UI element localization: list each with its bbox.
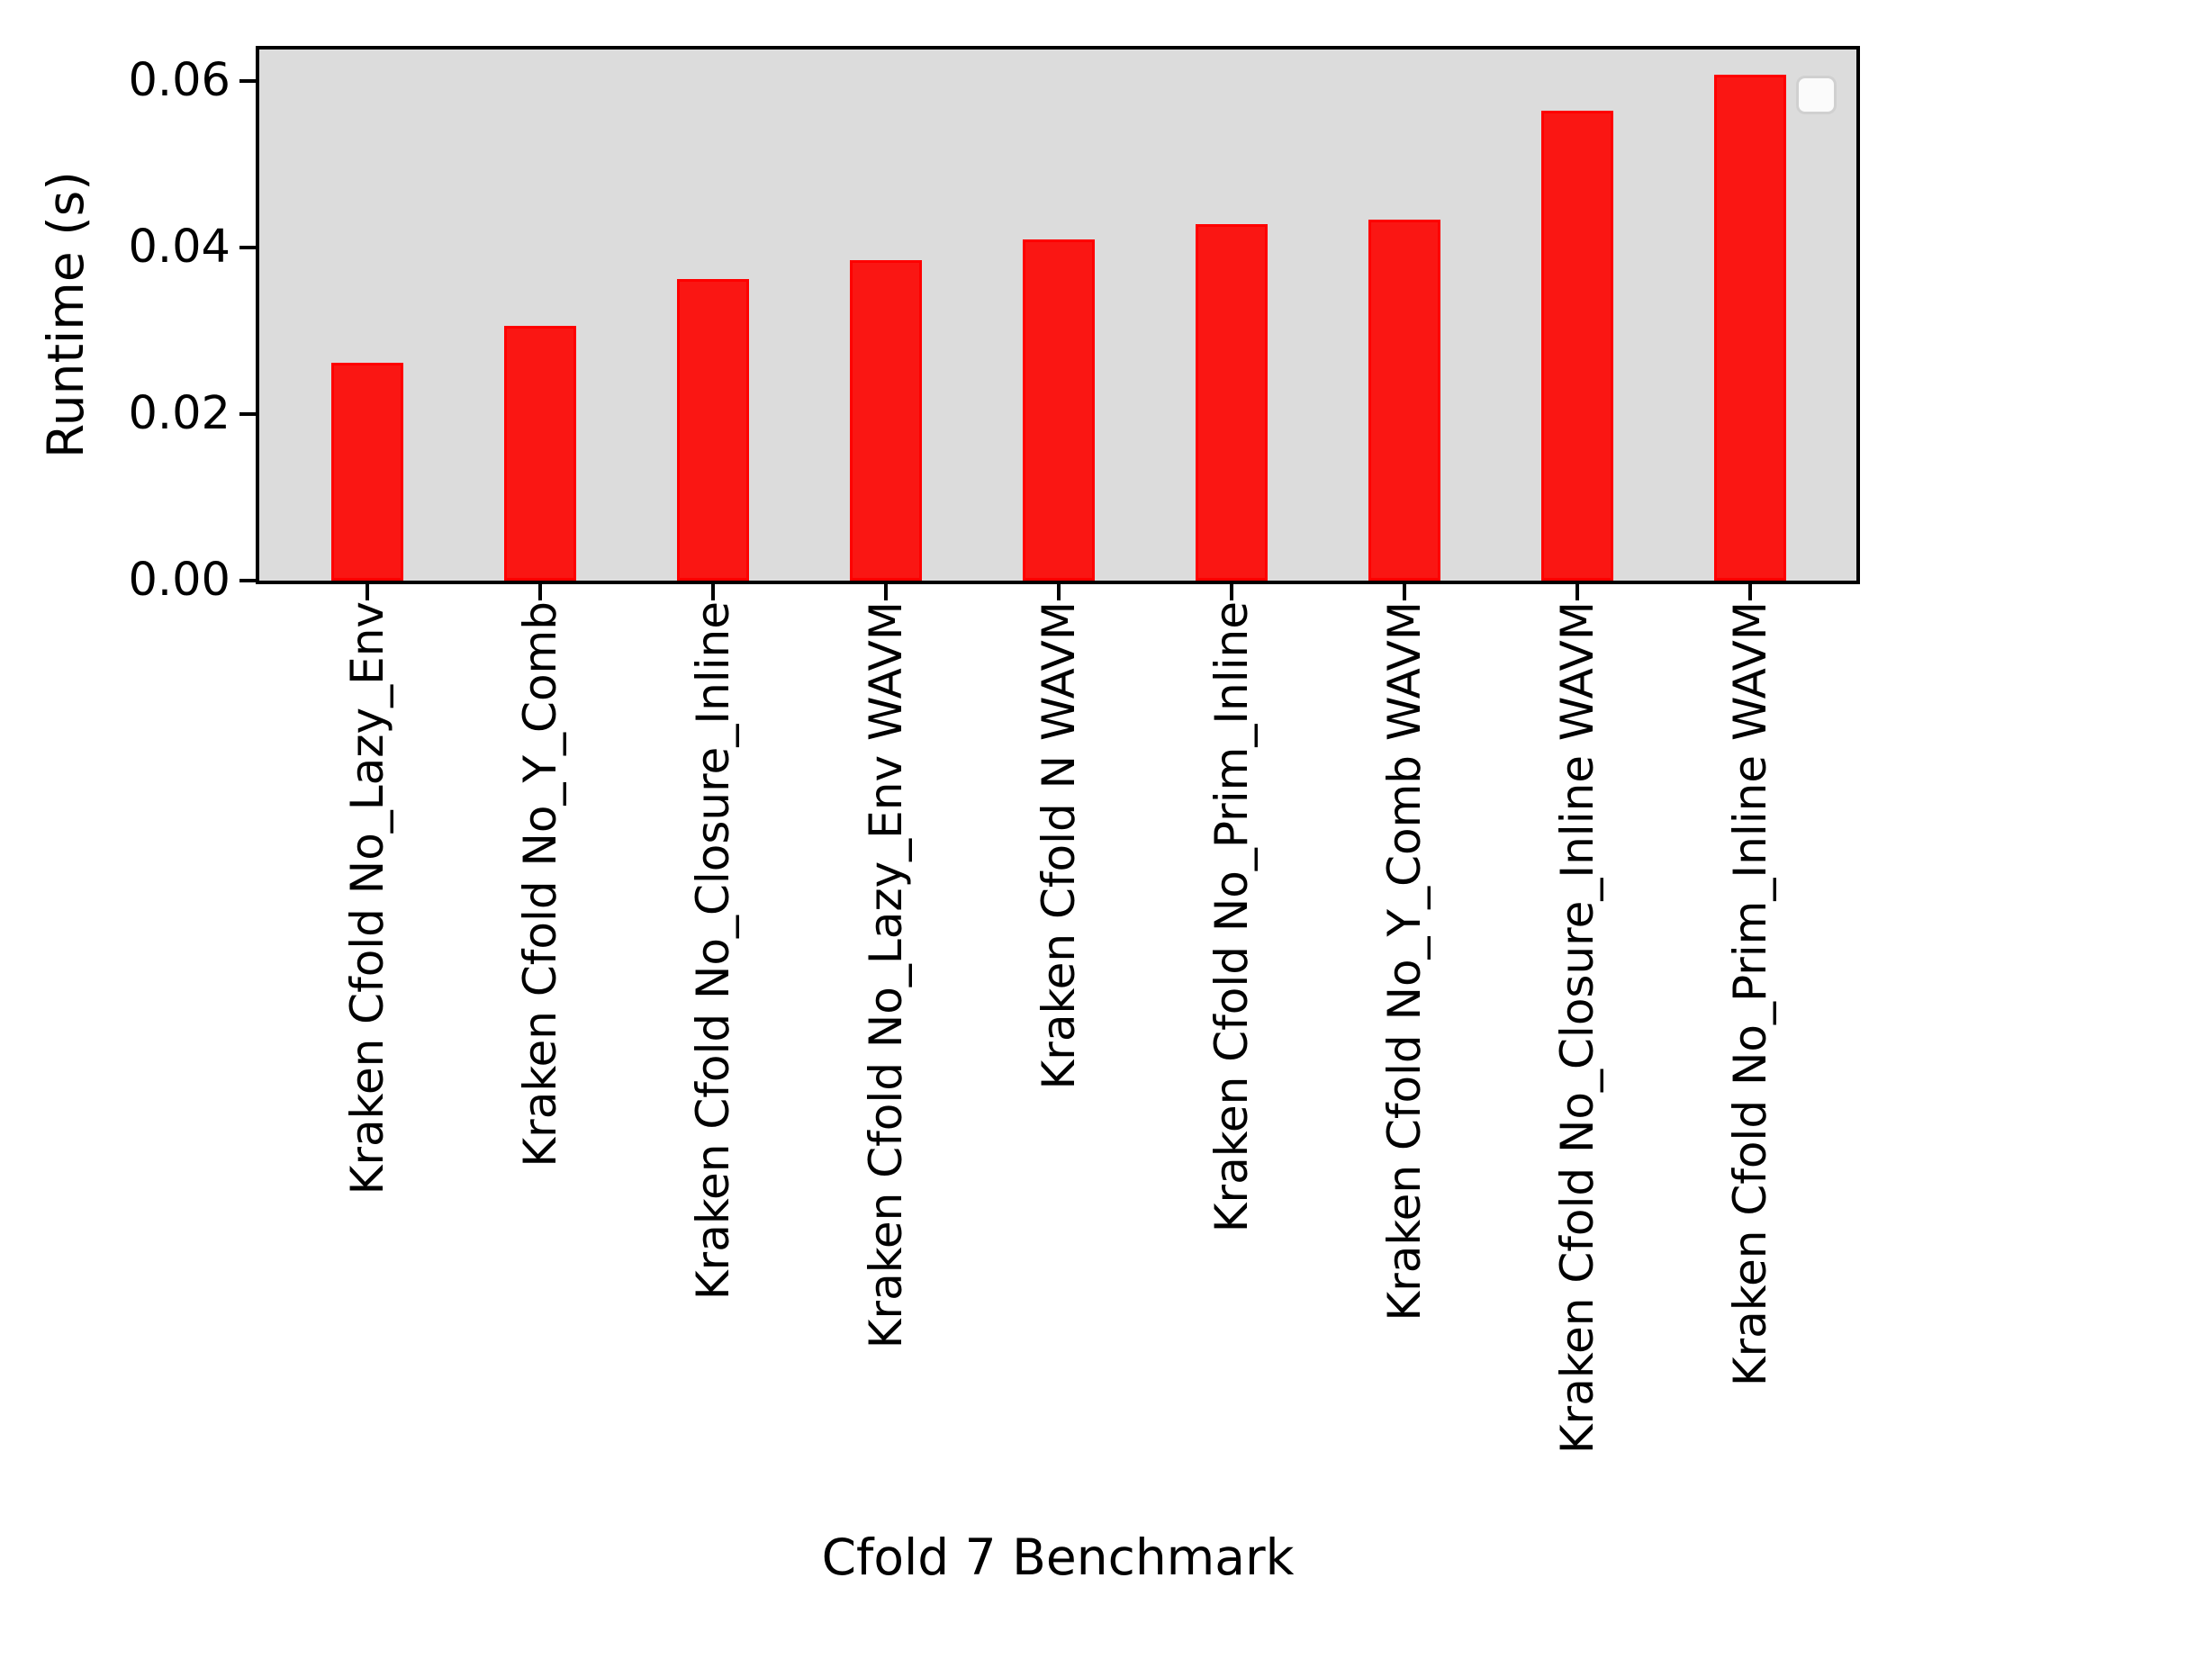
y-tick-label: 0.00 <box>128 554 230 607</box>
x-tick-label: Kraken Cfold No_Prim_Inline <box>1205 601 1258 1233</box>
x-tick-label: Kraken Cfold No_Prim_Inline WAVM <box>1724 601 1776 1387</box>
x-tick-mark <box>884 584 888 600</box>
y-tick-mark <box>239 579 256 582</box>
y-tick-label: 0.04 <box>128 221 230 274</box>
x-tick-label: Kraken Cfold No_Y_Comb <box>514 601 566 1168</box>
x-tick-label: Kraken Cfold No_Lazy_Env WAVM <box>860 601 912 1349</box>
y-tick-label: 0.02 <box>128 387 230 440</box>
bar <box>1196 224 1268 581</box>
x-axis-label: Cfold 7 Benchmark <box>821 1528 1295 1586</box>
bar <box>504 326 576 581</box>
bar <box>1023 239 1095 581</box>
x-tick-mark <box>1575 584 1579 600</box>
y-tick-mark <box>239 412 256 416</box>
bar <box>1541 111 1613 581</box>
x-tick-mark <box>711 584 715 600</box>
x-tick-mark <box>1748 584 1752 600</box>
y-tick-mark <box>239 79 256 83</box>
bar <box>1368 220 1440 581</box>
x-tick-mark <box>538 584 542 600</box>
x-tick-label: Kraken Cfold No_Closure_Inline WAVM <box>1551 601 1603 1455</box>
bar <box>1714 75 1786 581</box>
bar <box>850 260 922 581</box>
plot-area <box>256 46 1860 584</box>
bar <box>677 279 749 581</box>
x-tick-mark <box>1057 584 1061 600</box>
y-tick-mark <box>239 246 256 249</box>
x-tick-mark <box>1403 584 1406 600</box>
x-tick-mark <box>366 584 369 600</box>
x-tick-label: Kraken Cfold N WAVM <box>1033 601 1085 1090</box>
x-tick-label: Kraken Cfold No_Closure_Inline <box>687 601 739 1301</box>
y-axis-label: Runtime (s) <box>37 171 95 459</box>
bar <box>331 363 403 581</box>
x-tick-mark <box>1230 584 1233 600</box>
x-tick-label: Kraken Cfold No_Y_Comb WAVM <box>1378 601 1431 1321</box>
x-tick-label: Kraken Cfold No_Lazy_Env <box>341 601 393 1195</box>
legend-box <box>1796 76 1837 114</box>
y-tick-label: 0.06 <box>128 54 230 107</box>
